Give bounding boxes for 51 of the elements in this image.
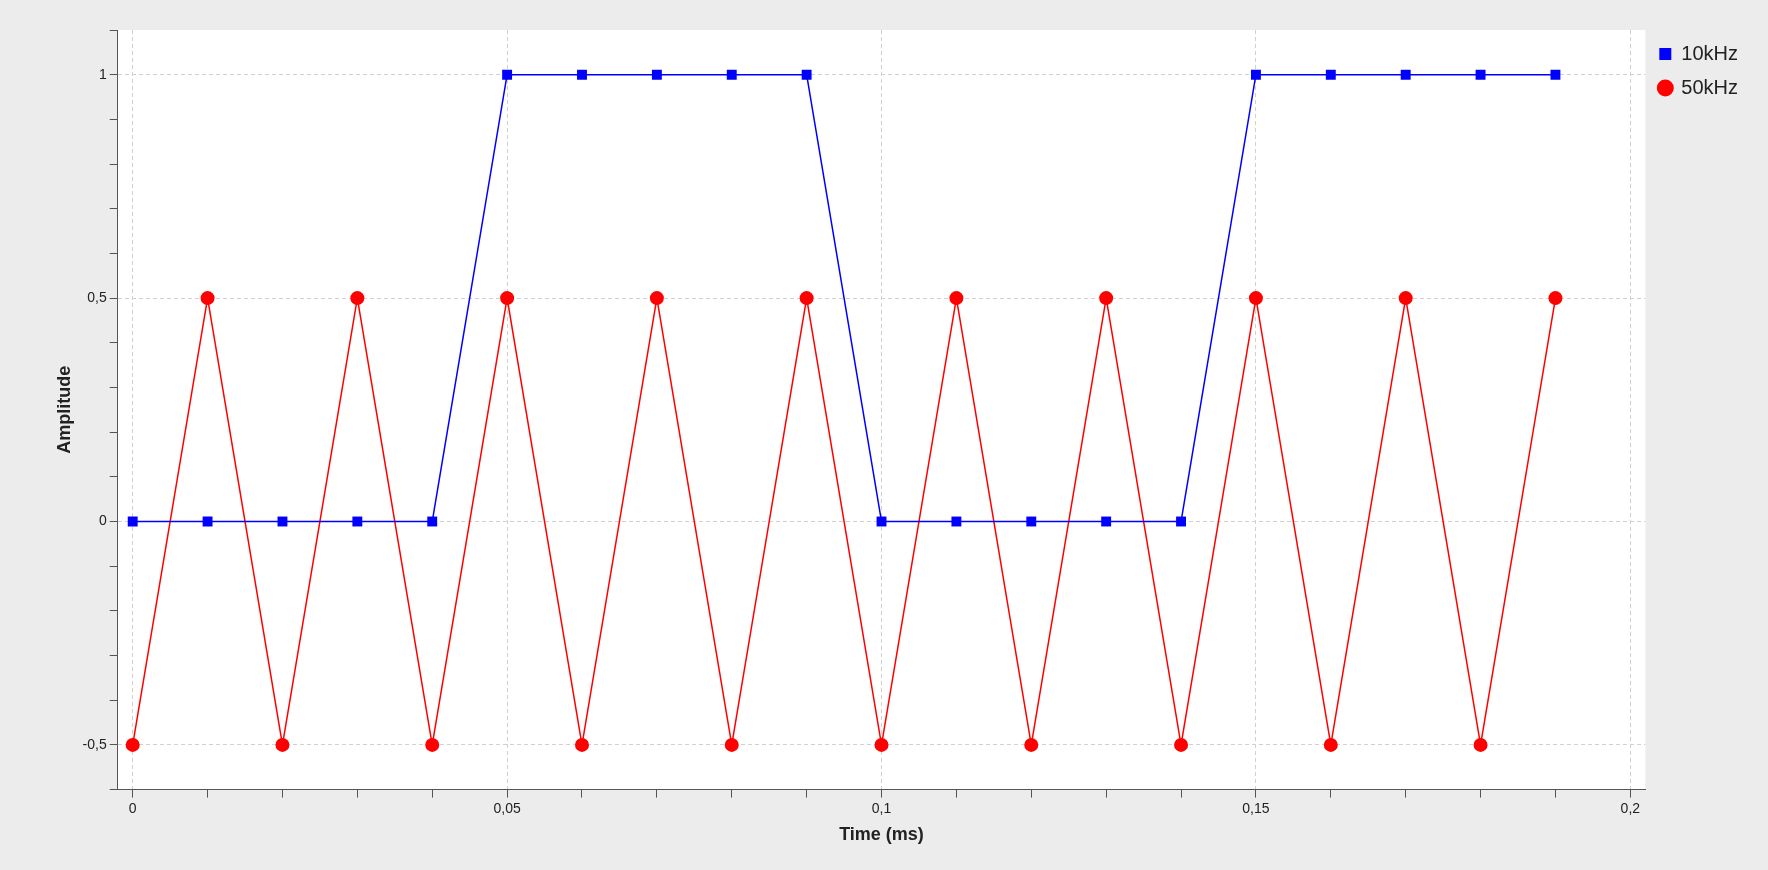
point: [1174, 737, 1189, 752]
point: [127, 516, 138, 527]
point: [352, 516, 363, 527]
point: [801, 69, 812, 80]
y-tick-label: 0,5: [87, 288, 107, 305]
x-tick-label: 0,05: [493, 799, 521, 816]
point: [350, 291, 365, 306]
x-axis-title: Time (ms): [839, 824, 924, 845]
y-tick-label: -0,5: [82, 735, 107, 752]
y-tick-label: 0: [98, 512, 107, 529]
point: [427, 516, 438, 527]
point: [1323, 737, 1338, 752]
point: [574, 737, 589, 752]
point: [1473, 737, 1488, 752]
point: [502, 69, 513, 80]
point: [1176, 516, 1186, 527]
point: [651, 69, 662, 80]
point: [200, 291, 215, 306]
y-axis-title: Amplitude: [53, 365, 74, 454]
point: [649, 291, 664, 306]
point: [1398, 291, 1413, 306]
point: [724, 737, 739, 752]
point: [1550, 69, 1561, 80]
point: [1099, 291, 1114, 306]
point: [1250, 69, 1261, 80]
x-tick-label: 0: [128, 799, 137, 816]
point: [1101, 516, 1112, 527]
legend-label: 50kHz: [1681, 75, 1739, 98]
point: [425, 737, 440, 752]
point: [500, 291, 515, 306]
point: [1325, 69, 1336, 80]
point: [1248, 291, 1263, 306]
x-tick-label: 0,2: [1620, 799, 1641, 816]
point: [125, 737, 140, 752]
point: [726, 69, 737, 80]
point: [949, 291, 964, 306]
legend-label: 10kHz: [1681, 41, 1739, 64]
y-tick-label: 1: [98, 65, 107, 82]
point: [275, 737, 290, 752]
point: [874, 737, 889, 752]
x-tick-label: 0,15: [1242, 799, 1270, 816]
point: [951, 516, 962, 527]
point: [1400, 69, 1411, 80]
point: [1024, 737, 1039, 752]
point: [799, 291, 814, 306]
point: [202, 516, 213, 527]
point: [1475, 69, 1486, 80]
x-tick-label: 0,1: [871, 799, 892, 816]
point: [1548, 291, 1563, 306]
point: [577, 69, 587, 80]
point: [1026, 516, 1037, 527]
